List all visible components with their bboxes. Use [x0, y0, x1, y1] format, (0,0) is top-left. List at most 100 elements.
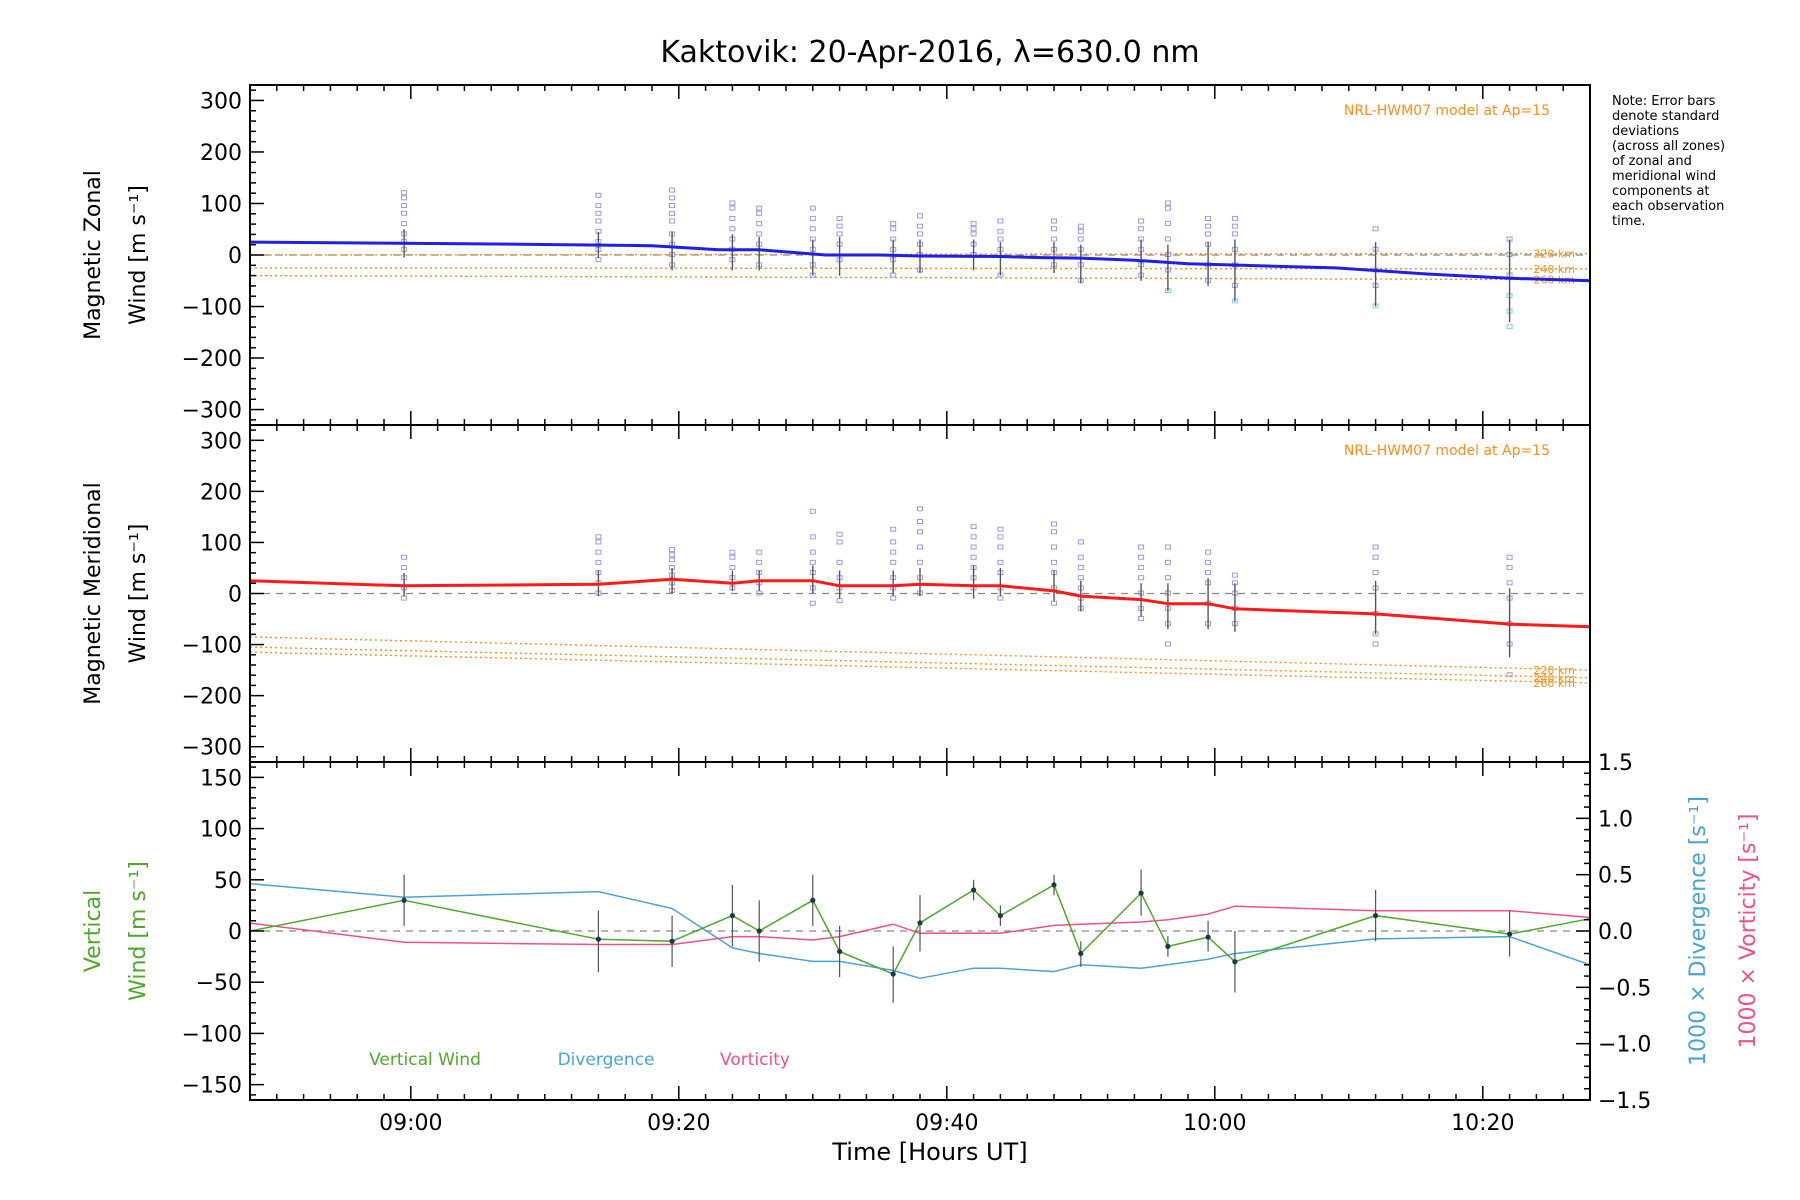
zone-point	[1164, 236, 1171, 242]
zone-point	[917, 231, 923, 237]
y-tick-label: −50	[196, 971, 242, 996]
y-tick-label: 200	[200, 480, 242, 505]
zone-point	[917, 506, 923, 512]
zonal-wind-line	[249, 240, 1591, 283]
zone-point	[729, 226, 736, 232]
zone-point	[997, 559, 1004, 565]
zone-point	[669, 195, 676, 201]
zone-point	[836, 539, 843, 545]
zone-point	[729, 549, 736, 555]
note-line: deviations	[1612, 124, 1679, 139]
zone-point	[1231, 223, 1238, 229]
divergence-line	[249, 882, 1591, 980]
y-right-tick-label: 1.0	[1598, 807, 1633, 832]
zone-point	[1051, 544, 1057, 550]
zone-point	[595, 534, 602, 540]
zone-point	[1138, 226, 1145, 232]
y-tick-label: 100	[200, 818, 242, 843]
zone-point	[669, 218, 676, 224]
zone-point	[729, 215, 736, 221]
zone-point	[1077, 236, 1084, 242]
zone-point	[970, 544, 977, 550]
zone-point	[1051, 226, 1057, 232]
zone-point	[1164, 641, 1171, 647]
zone-point	[809, 549, 816, 555]
y-tick-label: 0	[228, 920, 242, 945]
y-tick-label: −100	[182, 634, 242, 659]
chart-title: Kaktovik: 20-Apr-2016, λ=630.0 nm	[660, 35, 1199, 70]
y-right-tick-label: −0.5	[1598, 976, 1651, 1001]
y-tick-label: 100	[200, 531, 242, 556]
y-right-tick-label: 0.5	[1598, 864, 1633, 889]
zone-point	[1051, 236, 1057, 242]
zone-point	[997, 595, 1004, 601]
x-tick-label: 09:00	[379, 1111, 442, 1136]
vertical-wind-point	[917, 920, 923, 926]
zone-point	[1164, 200, 1171, 206]
zone-point	[1506, 554, 1513, 560]
vertical-wind-point	[971, 887, 977, 893]
zone-point	[1077, 564, 1084, 570]
zone-point	[1051, 218, 1057, 224]
zone-point	[1077, 223, 1084, 229]
y-axis-label: Vertical	[81, 890, 106, 972]
zone-point	[890, 526, 897, 532]
zone-point	[1164, 221, 1171, 227]
zone-point	[1077, 575, 1084, 581]
model-line	[249, 636, 1591, 671]
vertical-wind-point	[997, 913, 1004, 919]
zone-point	[1077, 539, 1084, 545]
zone-point	[756, 205, 763, 211]
zone-point	[997, 534, 1004, 540]
zone-point	[1051, 600, 1057, 606]
zone-point	[1138, 554, 1145, 560]
zone-point	[1138, 218, 1145, 224]
zone-point	[669, 210, 676, 216]
note-line: (across all zones)	[1612, 139, 1725, 154]
zone-point	[1506, 324, 1513, 330]
zone-point	[970, 231, 977, 237]
zone-point	[1372, 226, 1379, 232]
zone-point	[1051, 559, 1057, 565]
zone-point	[756, 210, 763, 216]
zone-point	[809, 226, 816, 232]
zone-point	[1372, 570, 1379, 576]
model-line-label: 240 km	[1533, 672, 1575, 685]
zone-point	[1205, 570, 1212, 576]
y-tick-label: −200	[182, 347, 242, 372]
zone-point	[729, 200, 736, 206]
zone-point	[997, 218, 1004, 224]
vertical-wind-point	[669, 938, 675, 944]
model-line-label: 240 km	[1533, 263, 1575, 276]
zone-point	[809, 508, 816, 514]
vertical-wind-point	[1507, 931, 1513, 937]
zone-point	[729, 554, 736, 560]
vertical-wind-point	[1373, 913, 1379, 919]
meridional-wind-line	[249, 577, 1591, 629]
zone-point	[1205, 215, 1212, 221]
y-axis-label: Wind [m s⁻¹]	[126, 524, 151, 664]
x-tick-label: 10:00	[1183, 1111, 1246, 1136]
zone-point	[1231, 231, 1238, 237]
zone-point	[669, 557, 676, 563]
zone-point	[401, 210, 408, 216]
zone-point	[1205, 231, 1212, 237]
zone-point	[1506, 564, 1513, 570]
vertical-wind-point	[837, 948, 843, 955]
zone-point	[890, 559, 897, 565]
zone-point	[1077, 228, 1084, 234]
zone-point	[836, 231, 843, 237]
zone-point	[1164, 575, 1171, 581]
note-line: each observation	[1612, 199, 1724, 214]
zone-point	[1205, 559, 1212, 565]
zone-point	[1372, 544, 1379, 550]
y-axis-label: Magnetic Zonal	[81, 170, 106, 340]
zone-point	[401, 203, 408, 209]
zone-point	[890, 226, 897, 232]
y-tick-label: −300	[182, 399, 242, 424]
zone-point	[809, 559, 816, 565]
zone-point	[756, 590, 763, 596]
zone-point	[595, 192, 602, 198]
zone-point	[401, 221, 408, 227]
